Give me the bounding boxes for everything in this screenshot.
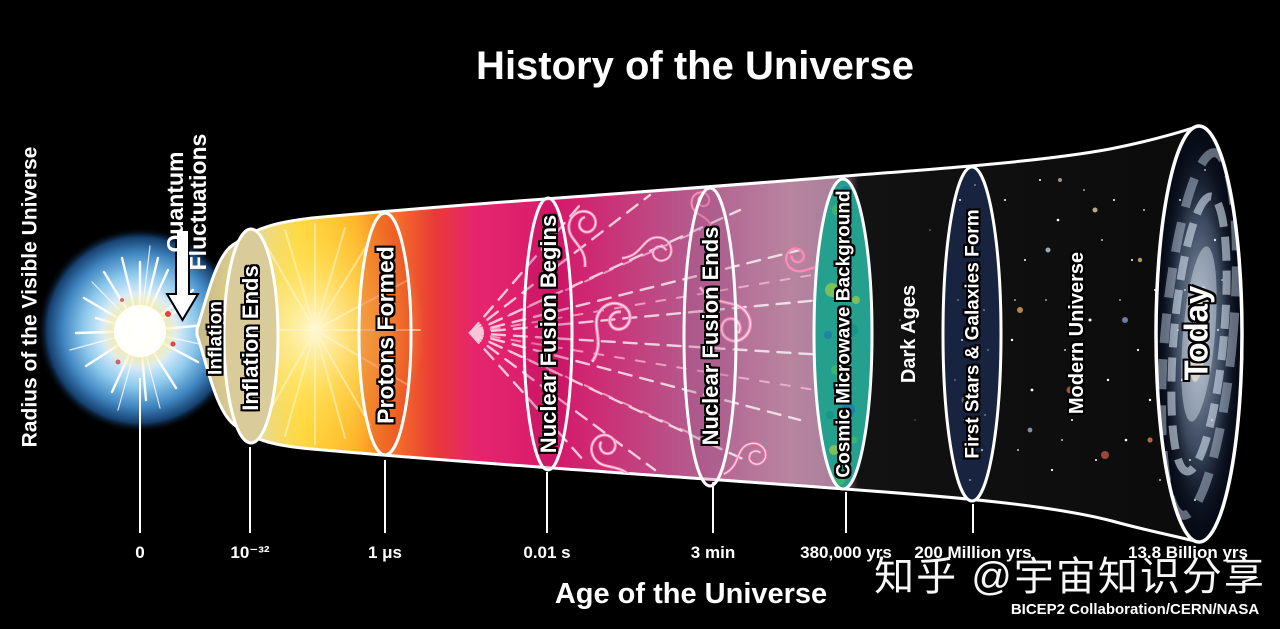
- epoch-label-cmb: Cosmic Microwave Background: [833, 190, 855, 478]
- y-axis-label: Radius of the Visible Universe: [18, 146, 42, 448]
- cmb-oval: [812, 177, 874, 491]
- tick-1e-32: 10⁻³²: [230, 543, 270, 563]
- today-galaxy-ellipse: [1154, 124, 1244, 544]
- epoch-label-dark-ages: Dark Ages: [898, 284, 920, 384]
- nuclear-fusion-ends-oval: [682, 186, 738, 488]
- x-axis-label: Age of the Universe: [554, 577, 828, 610]
- epoch-label-nuclear-fusion-begins: Nuclear Fusion Begins: [536, 214, 561, 454]
- tick-200myrs: 200 Million yrs: [914, 543, 1032, 563]
- credit: BICEP2 Collaboration/CERN/NASA: [1010, 601, 1260, 619]
- quantum-fluctuations-label: Quantum Fluctuations: [162, 133, 211, 271]
- starfield: [899, 179, 1171, 481]
- big-bang-burst: [37, 227, 243, 433]
- tick-3min: 3 min: [690, 543, 736, 563]
- inflation-ends-oval: [222, 227, 280, 445]
- epoch-label-today: Today: [1177, 285, 1215, 381]
- quantum-fluctuations-arrow: [165, 229, 200, 322]
- protons-formed-oval: [357, 211, 413, 457]
- epoch-label-first-stars: First Stars & Galaxies Form: [962, 209, 984, 459]
- quantum-line-2: Fluctuations: [185, 133, 211, 271]
- epoch-label-inflation: Inflation: [205, 301, 227, 375]
- epoch-ovals: [222, 186, 738, 488]
- tick-001s: 0.01 s: [523, 543, 571, 563]
- watermark: 知乎 @宇宙知识分享: [874, 555, 1266, 599]
- page-title: History of the Universe: [476, 44, 914, 88]
- epoch-label-nuclear-fusion-ends: Nuclear Fusion Ends: [698, 226, 723, 446]
- first-stars-oval: [941, 165, 1003, 503]
- distant-galaxies: [1017, 178, 1153, 459]
- tick-380000yrs: 380,000 yrs: [800, 543, 892, 563]
- tick-138byrs: 13.8 Billion yrs: [1128, 543, 1248, 563]
- epoch-label-inflation-ends: Inflation Ends: [238, 265, 263, 411]
- tick-0: 0: [135, 543, 145, 563]
- nuclear-fusion-begins-oval: [522, 196, 574, 472]
- epoch-label-modern-universe: Modern Universe: [1066, 251, 1088, 415]
- epoch-label-protons-formed: Protons Formed: [372, 246, 399, 424]
- tick-1us: 1 μs: [367, 543, 403, 563]
- axis-drop-lines: [139, 378, 974, 533]
